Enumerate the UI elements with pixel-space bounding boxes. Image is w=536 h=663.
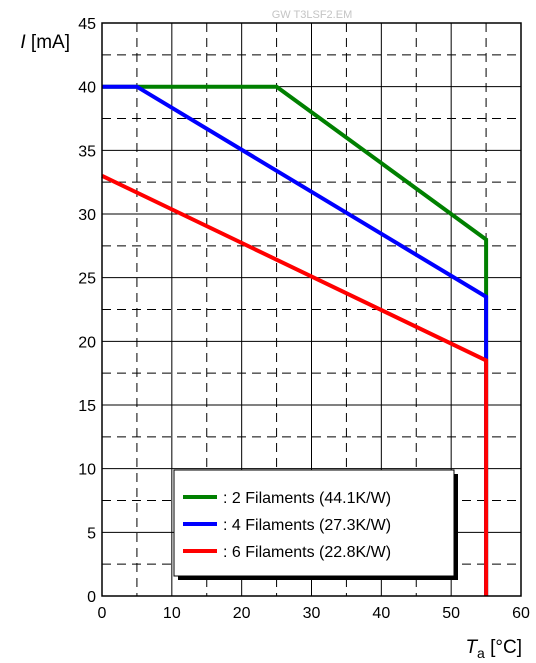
x-tick-label: 20 — [233, 605, 251, 622]
x-tick-label: 0 — [98, 605, 107, 622]
y-tick-label: 10 — [78, 462, 96, 479]
y-tick-label: 45 — [78, 16, 96, 33]
y-tick-label: 20 — [78, 334, 96, 351]
x-tick-label: 40 — [372, 605, 390, 622]
x-axis-label: Ta [°C] — [465, 637, 522, 661]
plot-border — [101, 22, 522, 597]
y-tick-label: 35 — [78, 143, 96, 160]
legend-label-2: : 4 Filaments (27.3K/W) — [223, 517, 391, 534]
x-tick-label: 10 — [163, 605, 181, 622]
legend-box — [173, 469, 455, 577]
y-tick-label: 25 — [78, 271, 96, 288]
series-line-3 — [101, 173, 489, 596]
y-tick-label: 15 — [78, 398, 96, 415]
x-axis-variable: T — [465, 637, 478, 658]
y-tick-label: 40 — [78, 80, 96, 97]
y-tick-label: 5 — [87, 525, 96, 542]
x-axis-unit: [°C] — [485, 637, 522, 658]
y-axis-unit: [mA] — [26, 32, 70, 53]
watermark: GW T3LSF2.EM — [272, 9, 352, 21]
y-tick-label: 30 — [78, 207, 96, 224]
y-axis-variable: I — [20, 32, 26, 53]
x-tick-label: 50 — [442, 605, 460, 622]
legend: : 2 Filaments (44.1K/W) : 4 Filaments (27… — [173, 469, 458, 580]
y-axis-label: I [mA] — [20, 32, 70, 53]
y-tick-label: 0 — [87, 589, 96, 606]
x-tick-label: 30 — [303, 605, 321, 622]
x-tick-label: 60 — [512, 605, 530, 622]
x-axis-subscript: a — [477, 645, 485, 661]
plot-frame — [101, 22, 522, 597]
series-lines — [101, 84, 489, 596]
tick-labels: 0 5 10 15 20 25 30 35 40 45 0 10 20 30 40 50 60 — [78, 16, 530, 622]
legend-label-3: : 6 Filaments (22.8K/W) — [223, 544, 391, 561]
legend-label-1: : 2 Filaments (44.1K/W) — [223, 490, 391, 507]
